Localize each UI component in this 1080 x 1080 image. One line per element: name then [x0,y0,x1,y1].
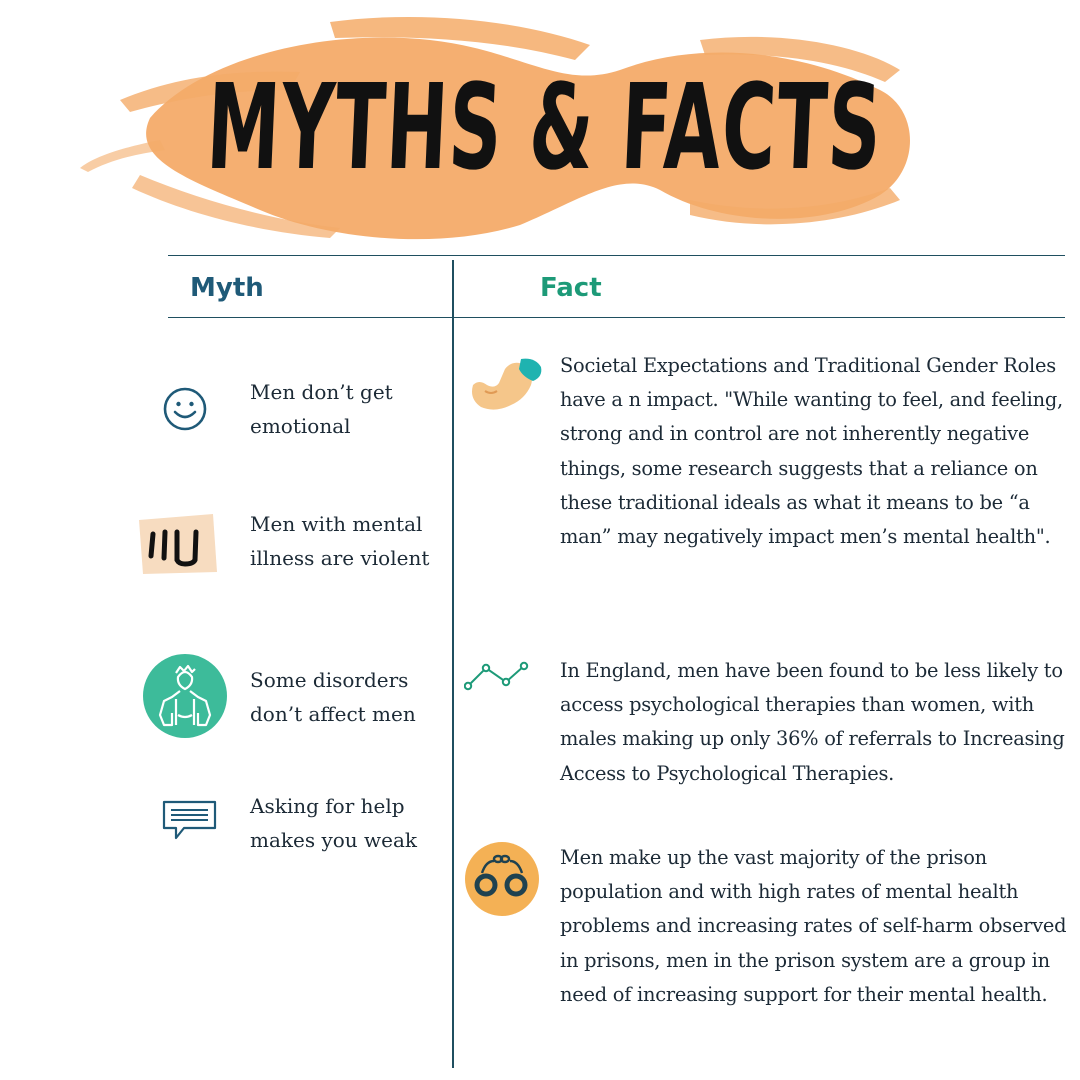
myth-item-text: Asking for help makes you weak [250,794,418,852]
myth-item-text: Some disorders don’t affect men [250,668,416,726]
fact-item-text: In England, men have been found to be le… [560,659,1065,785]
line-graph-icon [464,661,529,691]
handcuffs-icon [465,842,539,916]
header-top-rule [168,255,1065,256]
muscular-man-icon [143,654,227,738]
fact-item-text: Societal Expectations and Traditional Ge… [560,354,1063,549]
column-divider [452,260,454,1068]
speech-bubble-icon [162,800,217,840]
fact-item-text: Men make up the vast majority of the pri… [560,846,1067,1006]
fact-column-header: Fact [540,273,602,303]
fist-icon [139,514,217,574]
myth-column-header: Myth [190,273,264,303]
myth-item-text: Men with mental illness are violent [250,512,430,570]
brush-stroke-background [80,16,910,240]
myth-item-text: Men don’t get emotional [250,380,393,438]
smiley-face-icon [163,387,207,431]
page-title: MYTHS & FACTS [204,58,886,196]
header-bottom-rule [168,317,1065,318]
flexed-bicep-icon [472,358,542,410]
